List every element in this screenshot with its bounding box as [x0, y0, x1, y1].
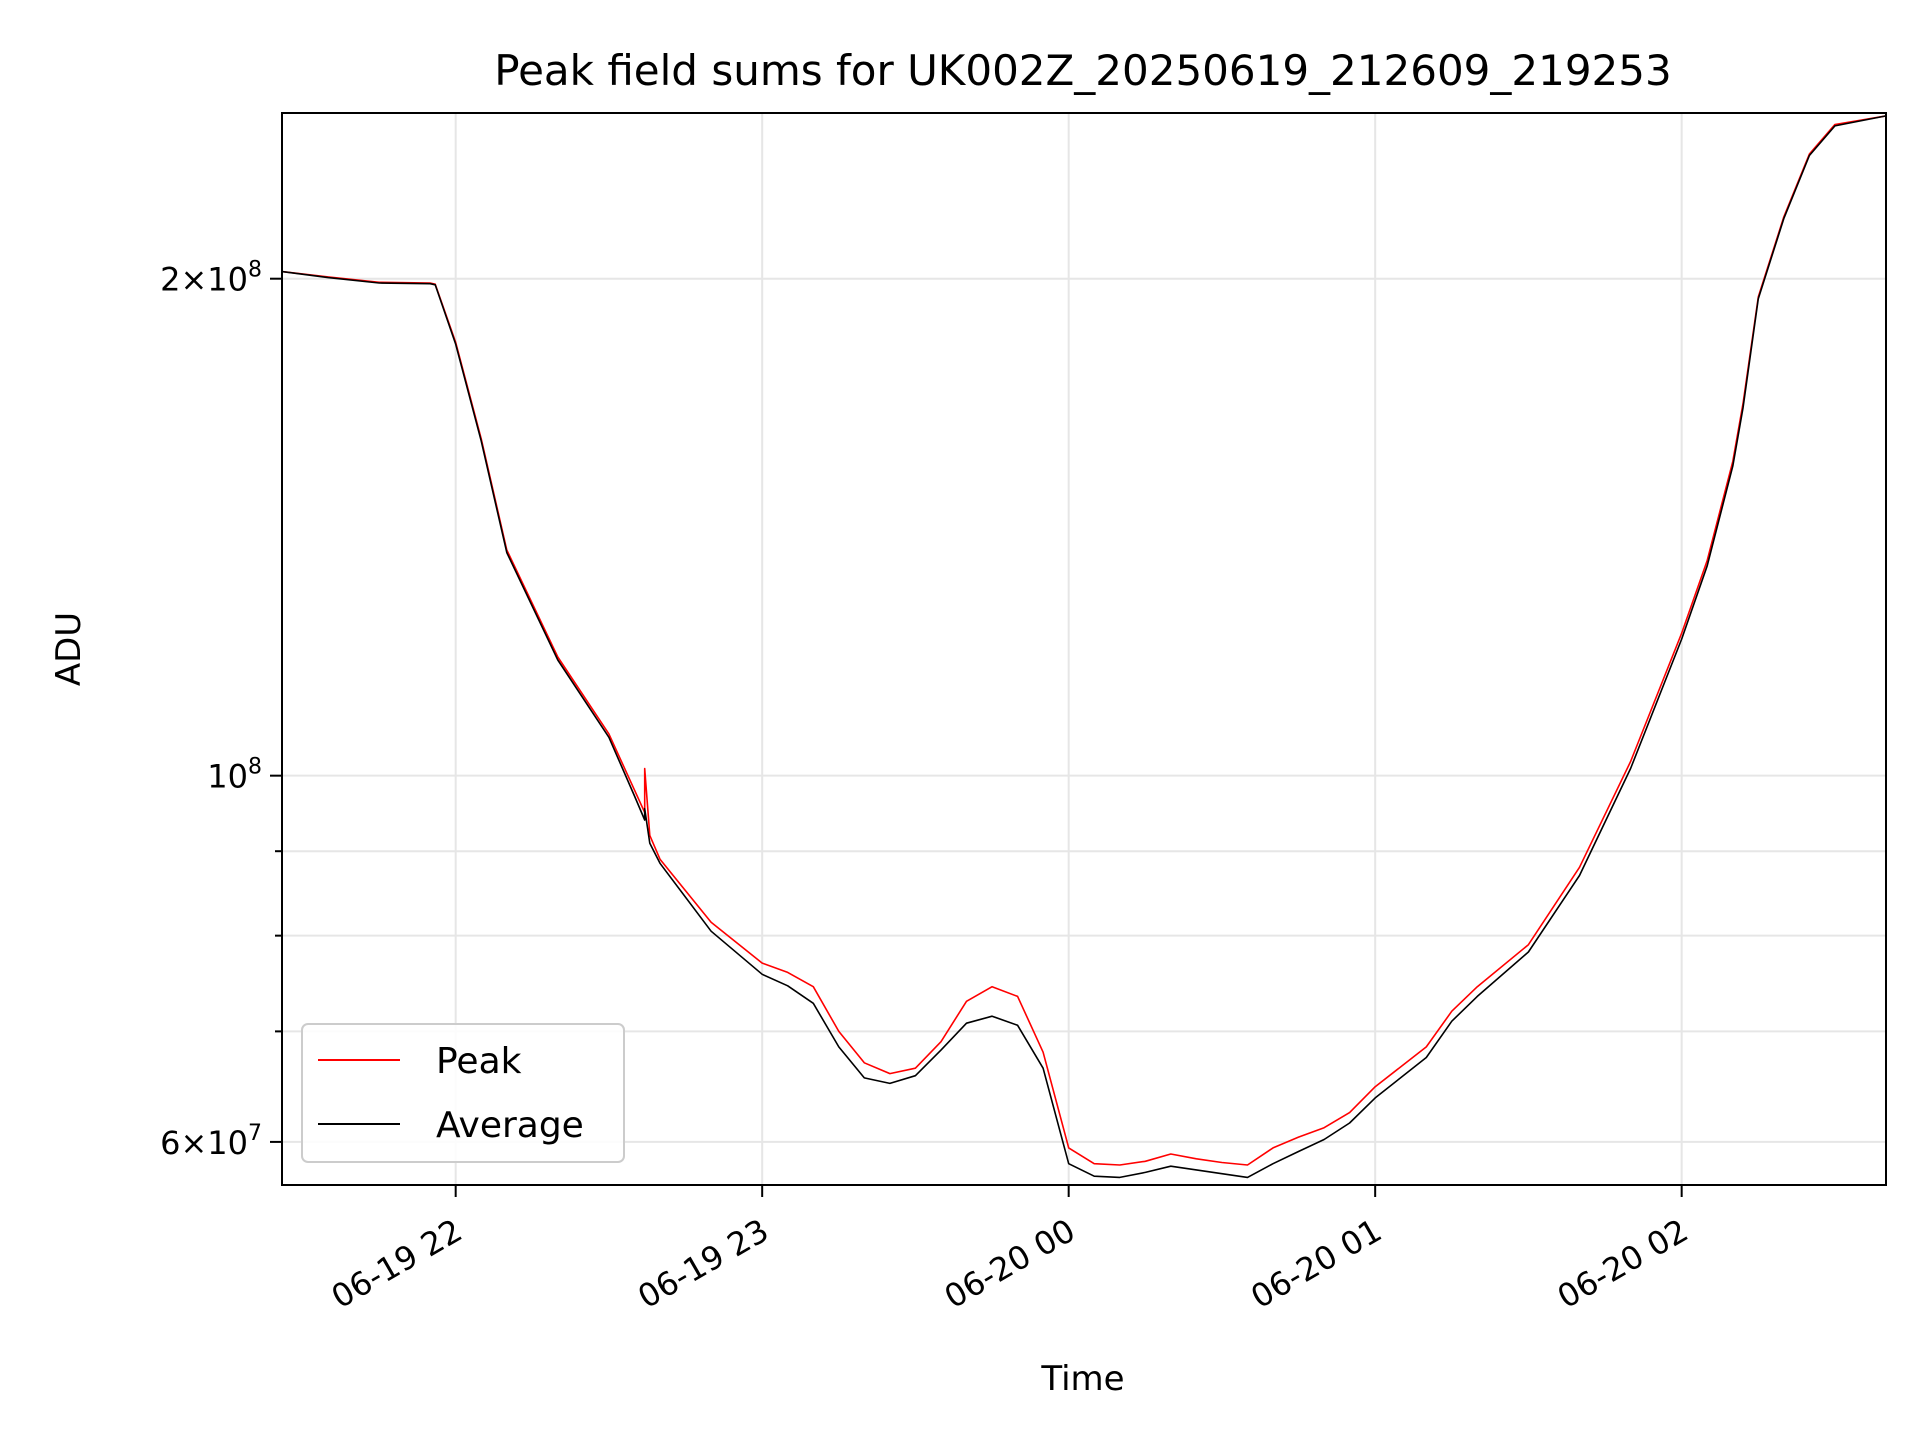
series-line-peak	[281, 115, 1887, 1166]
y-tick-label: 6×107	[160, 1121, 262, 1162]
series-line-average	[281, 115, 1887, 1179]
x-axis-title: Time	[1040, 1359, 1124, 1399]
plot-frame	[281, 112, 1887, 1186]
legend-label-average: Average	[436, 1105, 584, 1146]
series-layer	[281, 115, 1887, 1179]
y-tick-label: 108	[207, 755, 262, 796]
y-tick-label: 2×108	[160, 258, 262, 299]
legend-label-peak: Peak	[436, 1041, 522, 1082]
y-axis: 6×107 108 2×108	[160, 258, 282, 1162]
legend: Peak Average	[301, 1023, 625, 1163]
y-axis-title: ADU	[49, 612, 89, 686]
chart-title: Peak field sums for UK002Z_20250619_2126…	[494, 46, 1671, 95]
legend-frame	[301, 1023, 625, 1163]
